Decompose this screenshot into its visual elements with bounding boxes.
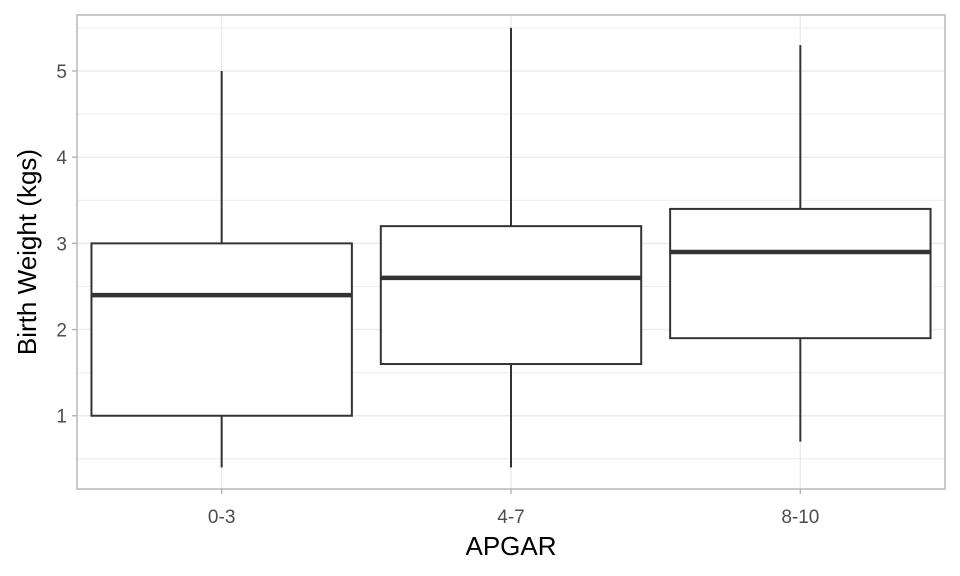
box-iqr xyxy=(90,242,353,417)
box-iqr xyxy=(669,207,932,340)
y-axis-ticks: 1 2 3 4 5 xyxy=(56,62,77,428)
x-axis-title: APGAR xyxy=(465,531,556,561)
x-tick-label: 8-10 xyxy=(781,507,819,528)
box-0-3 xyxy=(90,71,353,468)
x-axis-ticks: 0-3 4-7 8-10 xyxy=(208,489,819,528)
y-tick-label: 2 xyxy=(56,321,67,342)
y-axis-title: Birth Weight (kgs) xyxy=(12,149,42,355)
box-iqr xyxy=(379,225,643,366)
box-8-10 xyxy=(669,45,932,442)
boxes xyxy=(90,27,932,468)
y-tick-label: 3 xyxy=(56,234,67,255)
x-tick-label: 4-7 xyxy=(497,507,524,528)
y-tick-label: 4 xyxy=(56,148,67,169)
box-4-7 xyxy=(379,27,643,468)
y-tick-label: 1 xyxy=(56,407,67,428)
x-tick-label: 0-3 xyxy=(208,507,235,528)
y-tick-label: 5 xyxy=(56,62,67,83)
